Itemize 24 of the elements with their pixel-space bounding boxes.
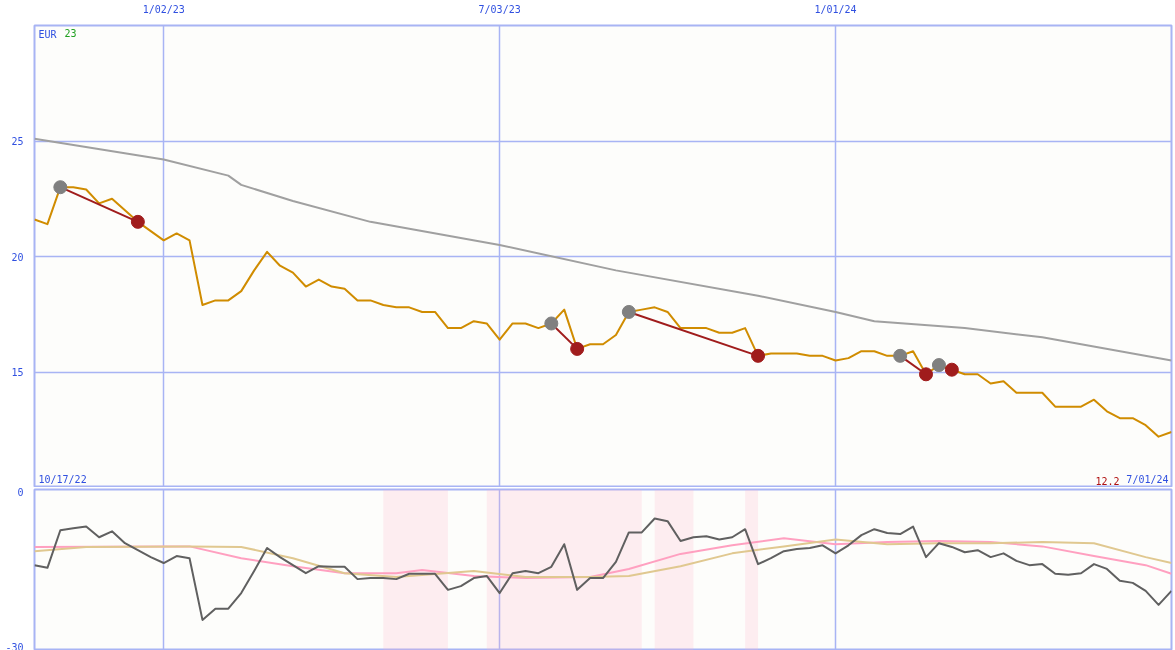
y-tick-label: -30	[5, 641, 24, 650]
y-tick-label: 0	[17, 486, 24, 498]
point	[544, 316, 559, 331]
point	[893, 348, 908, 363]
point	[751, 348, 766, 363]
point	[944, 362, 959, 377]
point	[130, 214, 145, 229]
x-tick-label: 7/03/23	[478, 3, 521, 15]
y-tick-label: 20	[11, 251, 24, 263]
annotation: 23	[64, 27, 77, 39]
annotation: 10/17/22	[38, 473, 87, 485]
point	[931, 358, 946, 373]
point	[621, 304, 636, 319]
line-series	[34, 137, 1172, 362]
annotation: 7/01/24	[1126, 473, 1169, 485]
y-tick-label: 25	[11, 136, 24, 147]
y-tick-label: 15	[11, 367, 24, 378]
annotation: 12.2	[1095, 475, 1120, 487]
point	[570, 341, 585, 356]
x-tick-label: 1/02/23	[142, 3, 185, 15]
annotation: EUR	[38, 28, 58, 40]
point	[53, 180, 68, 195]
point	[919, 367, 934, 382]
x-tick-label: 1/01/24	[814, 3, 857, 15]
